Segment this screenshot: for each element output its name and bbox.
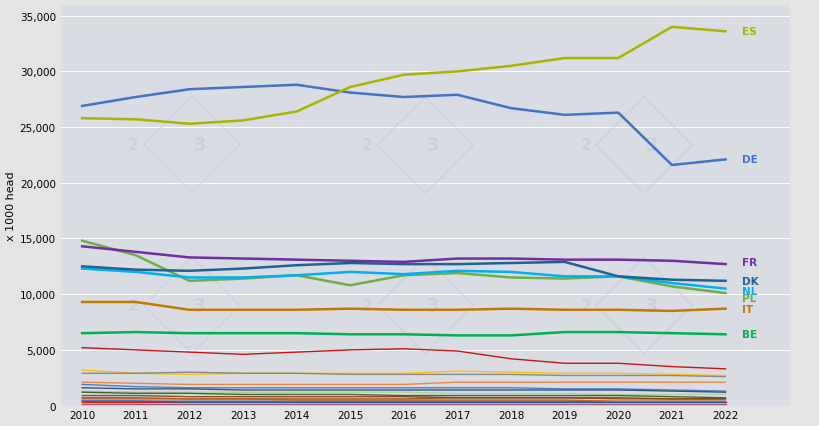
Text: DE: DE	[740, 155, 757, 165]
Text: IT: IT	[740, 304, 752, 314]
Text: 2: 2	[128, 298, 139, 313]
Text: 2: 2	[580, 298, 590, 313]
Text: PL: PL	[740, 293, 755, 303]
Text: BE: BE	[740, 330, 756, 340]
Text: 2: 2	[580, 138, 590, 153]
Text: 3: 3	[425, 136, 439, 155]
Y-axis label: x 1000 head: x 1000 head	[6, 171, 16, 240]
Text: 3: 3	[192, 296, 206, 315]
Text: 3: 3	[644, 296, 658, 315]
Text: 2: 2	[361, 138, 372, 153]
Text: 3: 3	[644, 136, 658, 155]
Text: 2: 2	[361, 298, 372, 313]
Text: NL: NL	[740, 286, 756, 296]
Text: DK: DK	[740, 276, 758, 286]
Text: 2: 2	[128, 138, 139, 153]
Text: ES: ES	[740, 27, 755, 37]
Text: 3: 3	[425, 296, 439, 315]
Text: 3: 3	[192, 136, 206, 155]
Text: FR: FR	[740, 257, 756, 267]
